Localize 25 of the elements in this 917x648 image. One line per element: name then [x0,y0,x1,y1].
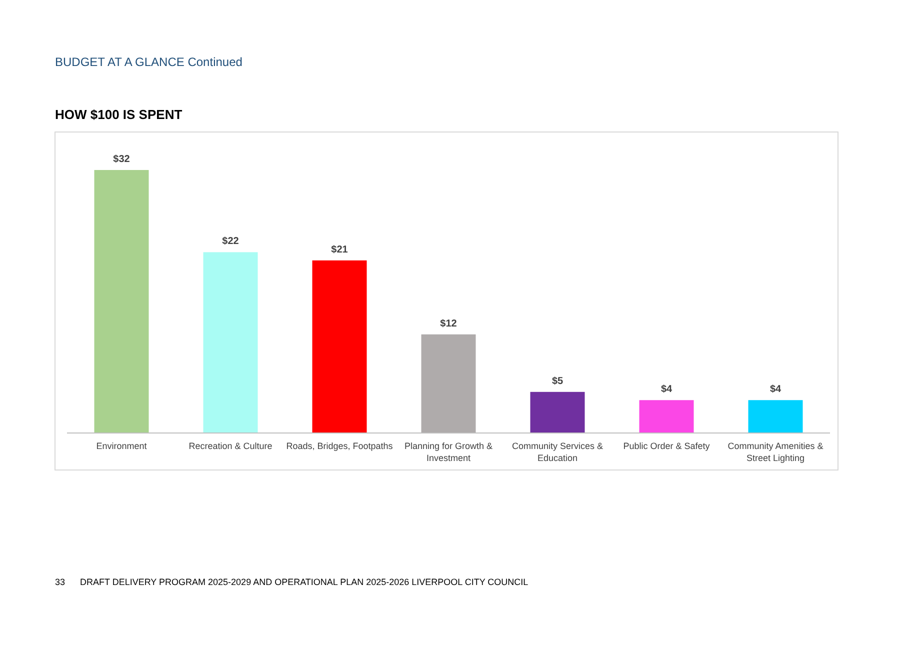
data-label: $12 [440,318,458,330]
x-tick-label: Environment [96,441,148,451]
data-label: $22 [222,236,240,248]
data-label: $32 [113,154,130,165]
data-label: $21 [331,244,348,256]
bar [421,334,476,433]
x-tick-label: Planning for Growth & Investment [404,441,493,463]
bar [530,392,585,433]
x-tick-label: Roads, Bridges, Footpaths [286,441,394,451]
text: BUDGET AT A GLANCE Continued [55,55,242,69]
bar [312,260,367,433]
text: DRAFT DELIVERY PROGRAM 2025-2029 AND OPERATIONAL PLAN 2025-2026 LIVERPOOL CITY COUNCIL [80,577,528,587]
data-label: $4 [770,384,782,396]
bar [94,170,149,433]
chart-title: HOW $100 IS SPENT [55,107,182,122]
bar [748,400,803,433]
bar [639,400,694,433]
x-tick-label: Community Services & Education [512,441,604,463]
data-label: $4 [660,384,672,396]
x-tick-label: Public Order & Safety [623,441,710,451]
data-label: $5 [552,376,564,387]
x-tick-label: Recreation & Culture [188,441,272,451]
bar [203,252,258,433]
x-tick-label: Community Amenities & Street Lighting [728,441,824,463]
text: 33 [55,577,66,587]
